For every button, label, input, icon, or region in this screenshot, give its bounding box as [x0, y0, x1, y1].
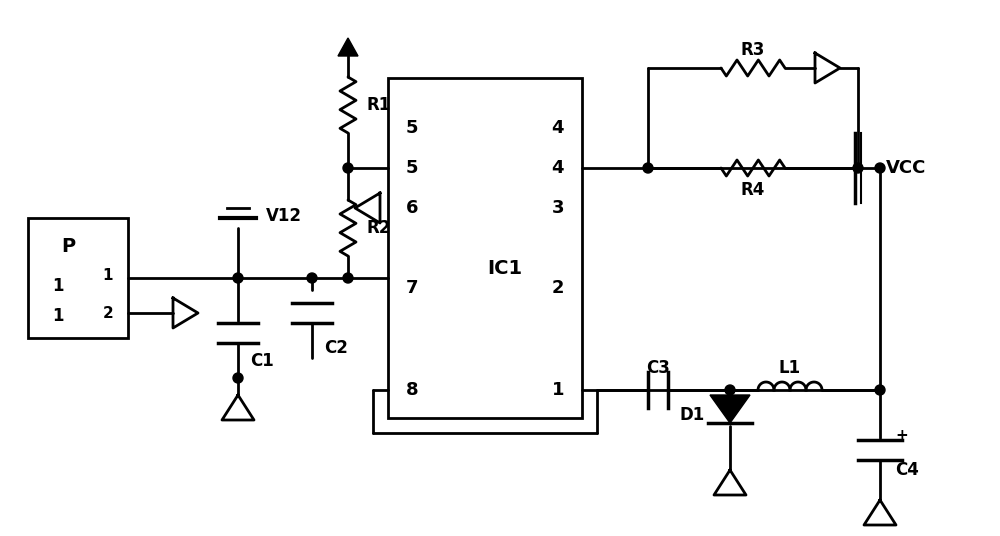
Text: C4: C4	[895, 461, 919, 479]
Text: 1: 1	[552, 381, 564, 399]
Text: 7: 7	[406, 279, 418, 297]
Circle shape	[853, 163, 863, 173]
Text: 2: 2	[552, 279, 564, 297]
Circle shape	[233, 273, 243, 283]
Circle shape	[307, 273, 317, 283]
Text: C3: C3	[646, 359, 670, 377]
Circle shape	[233, 373, 243, 383]
Circle shape	[875, 385, 885, 395]
Text: R4: R4	[741, 181, 765, 199]
Text: 5: 5	[406, 159, 418, 177]
Text: V12: V12	[266, 207, 302, 225]
Text: R1: R1	[366, 96, 390, 114]
Text: C2: C2	[324, 339, 348, 357]
Text: 1: 1	[52, 307, 64, 325]
Text: IC1: IC1	[487, 258, 523, 278]
Circle shape	[725, 385, 735, 395]
Bar	[28, 218, 128, 338]
Text: 4: 4	[552, 119, 564, 137]
Circle shape	[343, 163, 353, 173]
Text: R2: R2	[366, 219, 390, 237]
Text: +: +	[895, 428, 908, 443]
Text: C1: C1	[250, 352, 274, 370]
Text: 6: 6	[406, 199, 418, 217]
Text: D1: D1	[680, 406, 705, 424]
Polygon shape	[338, 38, 358, 56]
Text: R3: R3	[741, 41, 765, 59]
Text: VCC: VCC	[886, 159, 926, 177]
Text: L1: L1	[779, 359, 801, 377]
Circle shape	[343, 273, 353, 283]
Polygon shape	[710, 395, 750, 423]
Text: 8: 8	[406, 381, 419, 399]
Text: 5: 5	[406, 119, 418, 137]
Text: 2: 2	[103, 306, 113, 321]
Text: 4: 4	[552, 159, 564, 177]
Bar	[388, 78, 582, 418]
Circle shape	[643, 163, 653, 173]
Text: 1: 1	[52, 277, 64, 295]
Text: P: P	[61, 236, 75, 256]
Circle shape	[875, 163, 885, 173]
Text: 3: 3	[552, 199, 564, 217]
Text: 1: 1	[103, 269, 113, 284]
